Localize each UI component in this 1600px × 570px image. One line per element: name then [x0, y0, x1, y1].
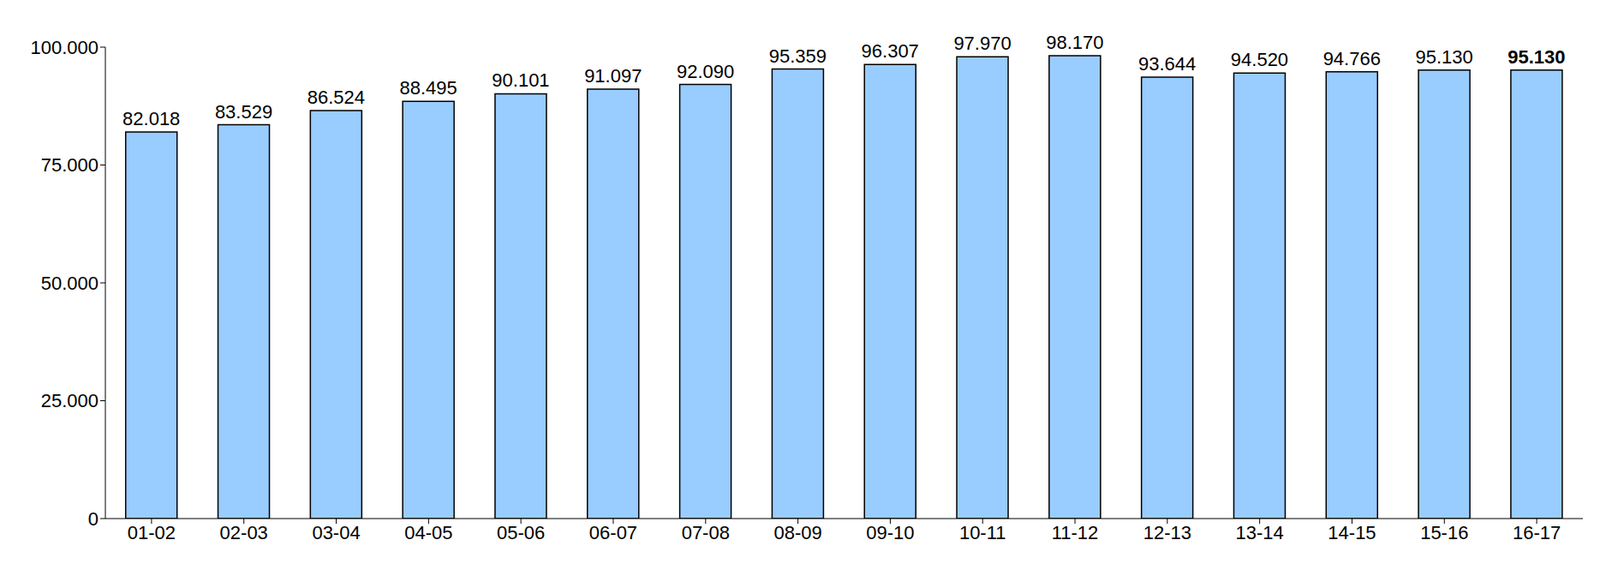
svg-text:93.644: 93.644 [1138, 53, 1196, 75]
svg-text:97.970: 97.970 [953, 32, 1011, 54]
svg-text:09-10: 09-10 [865, 521, 914, 544]
svg-text:08-09: 08-09 [773, 521, 822, 544]
svg-text:90.101: 90.101 [491, 69, 550, 91]
svg-text:91.097: 91.097 [584, 65, 642, 87]
svg-text:11-12: 11-12 [1051, 521, 1099, 544]
svg-text:06-07: 06-07 [589, 521, 638, 544]
svg-text:94.520: 94.520 [1230, 48, 1289, 71]
svg-text:25.000: 25.000 [41, 389, 99, 412]
svg-text:88.495: 88.495 [400, 77, 458, 99]
svg-text:100.000: 100.000 [29, 36, 99, 59]
svg-text:03-04: 03-04 [311, 521, 360, 544]
svg-text:05-06: 05-06 [496, 521, 545, 544]
svg-text:12-13: 12-13 [1143, 521, 1192, 544]
svg-text:96.307: 96.307 [861, 40, 920, 62]
svg-text:92.090: 92.090 [676, 60, 735, 83]
svg-text:01-02: 01-02 [127, 521, 176, 544]
svg-text:10-11: 10-11 [959, 521, 1007, 544]
svg-text:13-14: 13-14 [1235, 521, 1284, 544]
svg-text:95.359: 95.359 [769, 45, 827, 67]
svg-text:83.529: 83.529 [214, 101, 273, 123]
svg-text:02-03: 02-03 [220, 521, 269, 544]
svg-text:95.130: 95.130 [1507, 46, 1565, 68]
svg-text:86.524: 86.524 [307, 86, 365, 108]
svg-text:15-16: 15-16 [1420, 521, 1469, 544]
svg-text:04-05: 04-05 [404, 521, 453, 544]
svg-text:16-17: 16-17 [1512, 521, 1561, 544]
svg-text:95.130: 95.130 [1414, 46, 1473, 68]
svg-text:07-08: 07-08 [681, 521, 730, 544]
svg-text:14-15: 14-15 [1327, 521, 1376, 544]
svg-text:75.000: 75.000 [41, 154, 99, 176]
svg-text:82.018: 82.018 [122, 107, 180, 130]
svg-text:94.766: 94.766 [1323, 47, 1381, 70]
svg-text:50.000: 50.000 [41, 272, 99, 294]
svg-text:98.170: 98.170 [1045, 31, 1104, 54]
svg-text:0: 0 [88, 507, 99, 530]
